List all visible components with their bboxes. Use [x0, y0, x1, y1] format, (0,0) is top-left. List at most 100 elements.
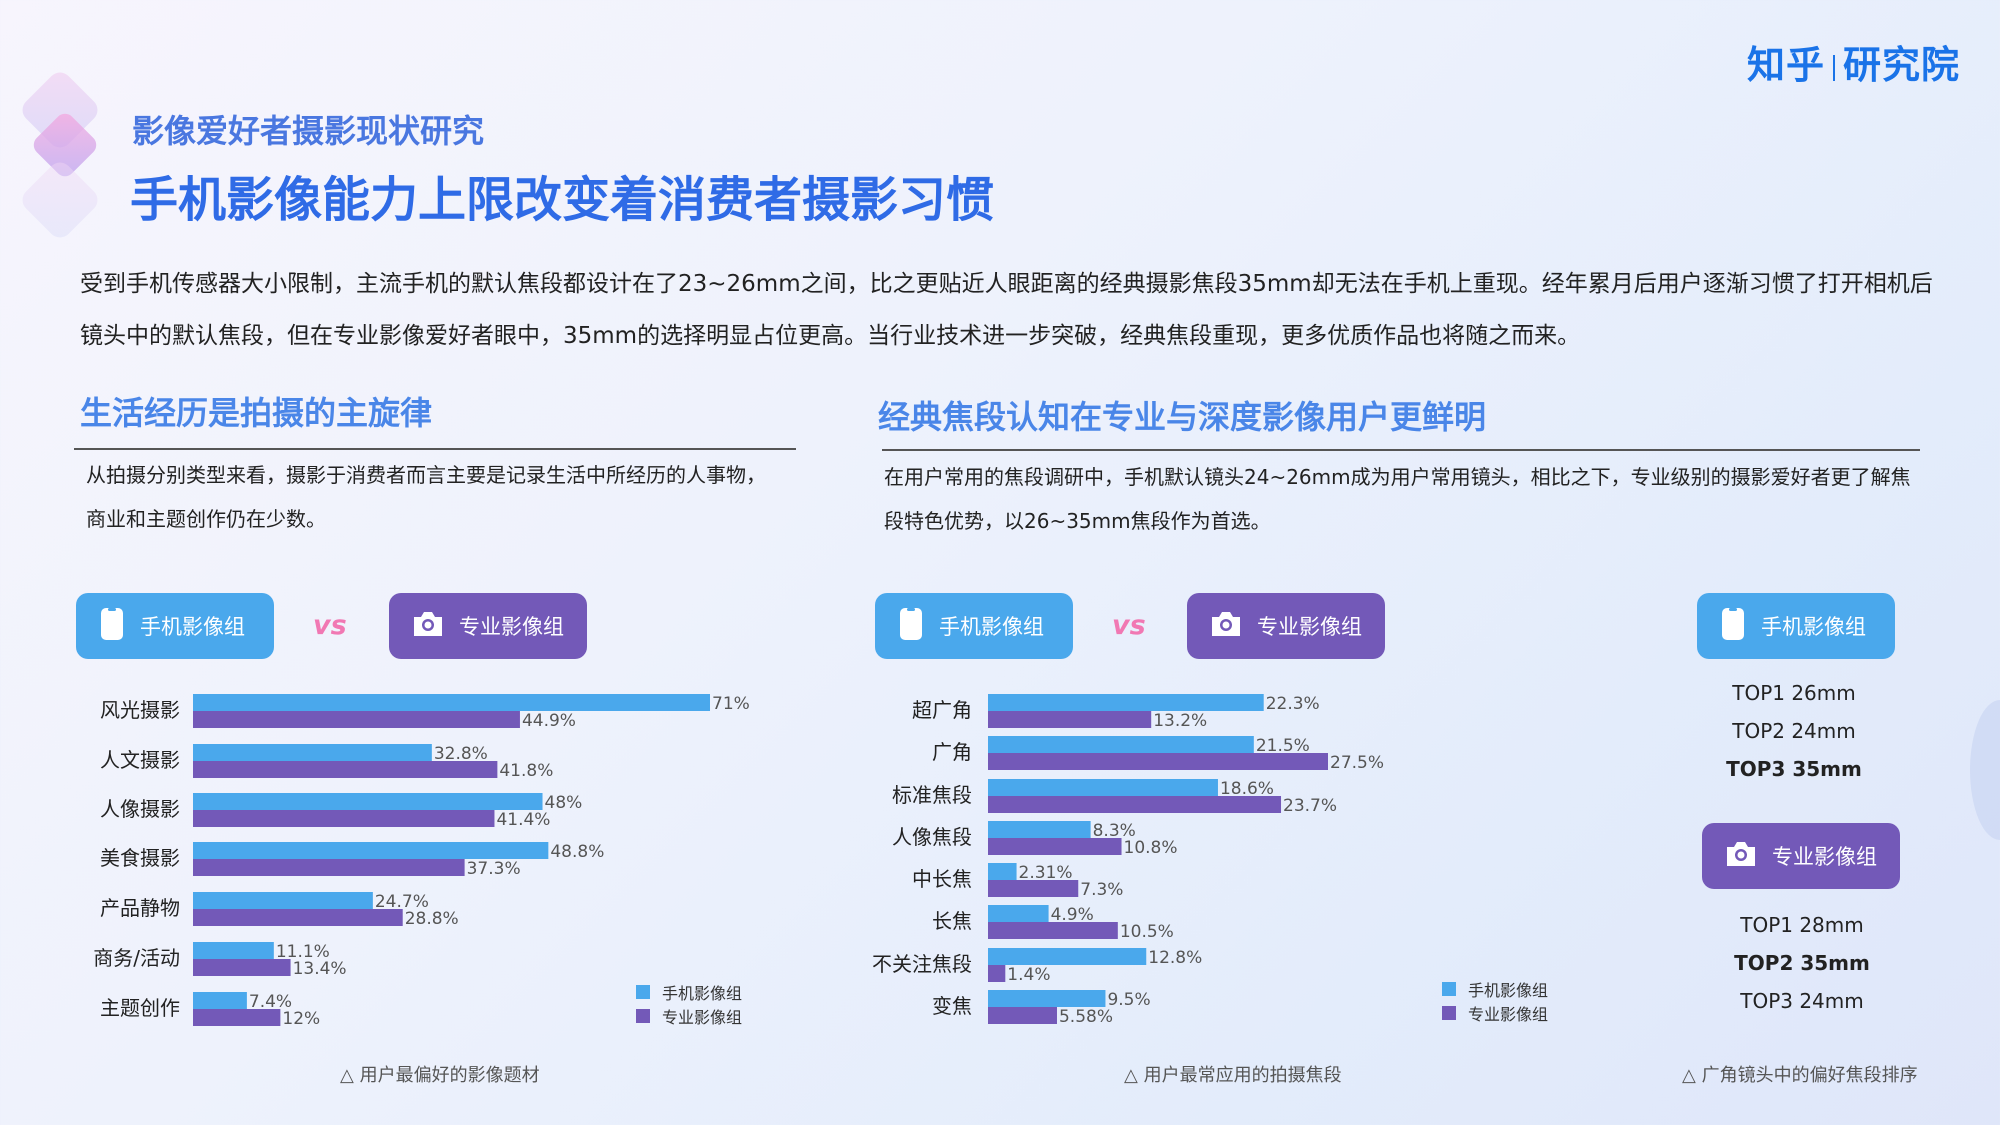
category-label: 主题创作 — [100, 996, 180, 1020]
category-label: 美食摄影 — [100, 846, 180, 870]
category-label: 长焦 — [932, 909, 972, 933]
brand-logo: 知乎 研究院 — [1747, 34, 1960, 89]
chart-focal-length-usage: 超广角 22.3% 13.2% 广角 21.5% 27.5% 标准焦段 18.6% 23.7% 人… — [872, 694, 1384, 1027]
right-section-heading: 经典焦段认知在专业与深度影像用户更鲜明 — [878, 398, 1487, 436]
ranking-item-highlight: TOP3 35mm — [1726, 757, 1862, 781]
data-label: 5.58% — [1059, 1007, 1113, 1027]
data-label: 7.3% — [1080, 880, 1123, 900]
ranking-list-mobile: TOP1 26mm TOP2 24mm TOP3 35mm — [1694, 674, 1894, 788]
bar-mobile — [988, 990, 1106, 1007]
ranking-item: TOP3 24mm — [1740, 989, 1864, 1013]
data-label: 18.6% — [1220, 779, 1274, 799]
bar-mobile — [988, 821, 1091, 838]
category-label: 标准焦段 — [892, 783, 972, 807]
bar-pro — [988, 922, 1118, 939]
bar-mobile — [193, 992, 247, 1009]
data-label: 37.3% — [467, 859, 521, 879]
category-label: 商务/活动 — [93, 946, 180, 970]
vs-label: vs — [313, 610, 347, 641]
legend-swatch-mobile — [1442, 982, 1456, 996]
phone-icon — [98, 606, 126, 647]
data-label: 71% — [712, 694, 750, 714]
data-label: 44.9% — [522, 711, 576, 731]
phone-icon — [897, 606, 925, 647]
ranking-item: TOP2 24mm — [1732, 719, 1856, 743]
chart-subject-preference: 风光摄影 71% 44.9% 人文摄影 32.8% 41.8% 人像摄影 48%41.4% 美食… — [93, 694, 750, 1029]
data-label: 1.4% — [1007, 965, 1050, 985]
bar-pro — [193, 810, 495, 827]
data-label: 10.8% — [1124, 838, 1178, 858]
data-label: 13.2% — [1153, 711, 1207, 731]
right-legend: 手机影像组 专业影像组 — [1442, 977, 1548, 1025]
bar-mobile — [988, 736, 1254, 753]
data-label: 32.8% — [434, 744, 488, 764]
left-pill-mobile: 手机影像组 — [76, 593, 274, 659]
ranking-caption: △ 广角镜头中的偏好焦段排序 — [1682, 1065, 1918, 1086]
left-legend: 手机影像组 专业影像组 — [636, 980, 742, 1028]
bar-pro — [193, 711, 520, 728]
bar-pro — [988, 1007, 1057, 1024]
category-label: 风光摄影 — [100, 698, 180, 722]
category-label: 人像摄影 — [100, 797, 180, 821]
left-section-heading: 生活经历是拍摄的主旋律 — [80, 394, 433, 432]
data-label: 24.7% — [375, 892, 429, 912]
category-label: 不关注焦段 — [872, 952, 972, 976]
pill-label: 专业影像组 — [1772, 845, 1877, 869]
data-label: 12% — [282, 1009, 320, 1029]
vs-label: vs — [1112, 610, 1146, 641]
bar-pro — [988, 880, 1079, 897]
intro-paragraph: 受到手机传感器大小限制，主流手机的默认焦段都设计在了23~26mm之间，比之更贴… — [80, 271, 1933, 349]
bar-mobile — [193, 892, 373, 909]
legend-label-pro: 专业影像组 — [1468, 1005, 1549, 1024]
bar-pro — [988, 753, 1328, 770]
legend-swatch-pro — [1442, 1006, 1456, 1020]
decor-shape — [1970, 700, 2000, 840]
data-label: 48% — [545, 793, 583, 813]
right-section-rule — [882, 449, 1920, 451]
data-label: 41.8% — [499, 761, 553, 781]
pill-label: 专业影像组 — [1257, 615, 1362, 639]
legend-label-mobile: 手机影像组 — [662, 984, 743, 1003]
category-label: 变焦 — [932, 994, 972, 1018]
pill-label: 手机影像组 — [939, 615, 1044, 639]
ranking-item: TOP1 28mm — [1740, 913, 1864, 937]
decor-shape — [17, 157, 103, 243]
data-label: 28.8% — [405, 909, 459, 929]
brand-logo-text: 知乎 — [1746, 43, 1825, 87]
bar-pro — [988, 965, 1006, 982]
data-label: 11.1% — [276, 942, 330, 962]
left-pill-pro: 专业影像组 — [389, 593, 587, 659]
ranking-item-highlight: TOP2 35mm — [1734, 951, 1870, 975]
data-label: 21.5% — [1256, 736, 1310, 756]
bar-mobile — [988, 779, 1218, 796]
right-caption: △ 用户最常应用的拍摄焦段 — [1124, 1065, 1342, 1086]
data-label: 4.9% — [1051, 905, 1094, 925]
data-label: 8.3% — [1093, 821, 1136, 841]
right-pill-pro: 专业影像组 — [1187, 593, 1385, 659]
legend-swatch-mobile — [636, 985, 650, 999]
brand-divider — [1832, 54, 1835, 81]
ranking-list-pro: TOP1 28mm TOP2 35mm TOP3 24mm — [1702, 906, 1902, 1020]
bar-pro — [988, 711, 1152, 728]
bar-mobile — [988, 948, 1147, 965]
bar-mobile — [988, 694, 1264, 711]
bar-mobile — [988, 863, 1017, 880]
phone-icon — [1719, 606, 1747, 647]
data-label: 9.5% — [1107, 990, 1150, 1010]
bar-mobile — [193, 694, 710, 711]
camera-icon — [411, 609, 445, 644]
bar-mobile — [193, 842, 549, 859]
category-label: 产品静物 — [100, 896, 180, 920]
data-label: 12.8% — [1148, 948, 1202, 968]
pill-label: 手机影像组 — [1761, 615, 1866, 639]
category-label: 超广角 — [912, 698, 972, 722]
right-section-desc: 在用户常用的焦段调研中，手机默认镜头24~26mm成为用户常用镜头，相比之下，专… — [884, 465, 1911, 533]
left-section-desc: 从拍摄分别类型来看，摄影于消费者而言主要是记录生活中所经历的人事物，商业和主题创… — [86, 463, 766, 531]
camera-icon — [1724, 839, 1758, 874]
ranking-pill-mobile: 手机影像组 — [1697, 593, 1895, 659]
ranking-pill-pro: 专业影像组 — [1702, 823, 1900, 889]
legend-label-mobile: 手机影像组 — [1468, 981, 1549, 1000]
category-label: 中长焦 — [912, 867, 972, 891]
right-pill-mobile: 手机影像组 — [875, 593, 1073, 659]
data-label: 22.3% — [1266, 694, 1320, 714]
